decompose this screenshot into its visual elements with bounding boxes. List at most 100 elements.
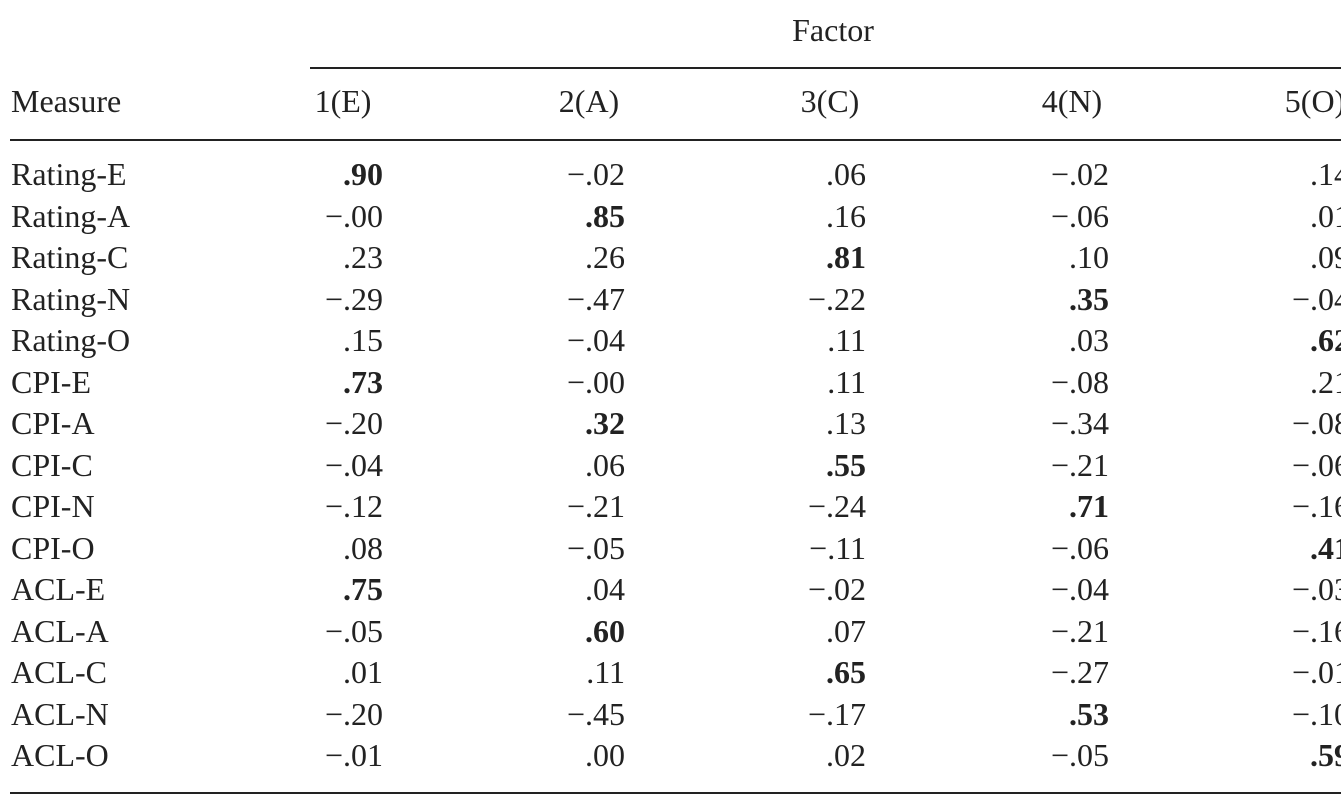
cell: −.00 bbox=[324, 197, 383, 234]
cell: .03 bbox=[1069, 322, 1109, 358]
cell: .00 bbox=[585, 737, 625, 773]
row-label: CPI-A bbox=[11, 405, 95, 441]
column-header: Measure bbox=[11, 83, 122, 119]
cell: .07 bbox=[826, 612, 866, 649]
cell: .09 bbox=[1310, 239, 1341, 275]
row-label: Rating-A bbox=[11, 197, 131, 234]
cell: .11 bbox=[586, 654, 625, 690]
cell: .23 bbox=[343, 239, 383, 275]
spanner-header: Factor bbox=[792, 12, 874, 48]
cell: .53 bbox=[1069, 695, 1109, 732]
cell: −.24 bbox=[807, 488, 866, 524]
cell: .06 bbox=[826, 156, 866, 192]
cell: .10 bbox=[1069, 239, 1109, 275]
cell: −.00 bbox=[566, 363, 625, 400]
row-label: CPI-C bbox=[11, 446, 93, 483]
cell: .11 bbox=[827, 363, 866, 400]
cell: −.11 bbox=[809, 529, 866, 566]
cell: .85 bbox=[585, 197, 625, 234]
cell: .73 bbox=[343, 363, 383, 400]
cell: .35 bbox=[1069, 280, 1109, 317]
cell: .14 bbox=[1310, 156, 1341, 192]
cell: −.20 bbox=[324, 695, 383, 732]
cell: −.05 bbox=[566, 529, 625, 566]
cell: .08 bbox=[343, 529, 383, 566]
cell: .11 bbox=[827, 322, 866, 358]
cell: .13 bbox=[826, 405, 866, 441]
row-label: ACL-O bbox=[11, 737, 109, 773]
cell: −.22 bbox=[807, 280, 866, 317]
cell: .41 bbox=[1310, 529, 1341, 566]
row-label: ACL-N bbox=[11, 695, 109, 732]
row-label: CPI-E bbox=[11, 363, 91, 400]
row-label: Rating-E bbox=[11, 156, 127, 192]
cell: .32 bbox=[585, 405, 625, 441]
cell: −.02 bbox=[1050, 156, 1109, 192]
cell: −.05 bbox=[324, 612, 383, 649]
row-label: CPI-O bbox=[11, 529, 95, 566]
cell: −.02 bbox=[807, 571, 866, 607]
row-label: ACL-C bbox=[11, 654, 107, 690]
row-label: ACL-A bbox=[11, 612, 109, 649]
cell: .06 bbox=[585, 446, 625, 483]
row-label: Rating-O bbox=[11, 322, 131, 358]
cell: −.04 bbox=[324, 446, 383, 483]
cell: −.12 bbox=[324, 488, 383, 524]
cell: .60 bbox=[585, 612, 625, 649]
cell: −.08 bbox=[1050, 363, 1109, 400]
header-rule bbox=[10, 139, 1341, 141]
cell: −.10 bbox=[1291, 695, 1341, 732]
cell: .65 bbox=[826, 654, 866, 690]
cell: .59 bbox=[1310, 737, 1341, 773]
column-header: 5(O) bbox=[1284, 83, 1341, 119]
cell: .02 bbox=[826, 737, 866, 773]
spanner-rule bbox=[310, 67, 1341, 69]
cell: −.45 bbox=[566, 695, 625, 732]
row-label: Rating-C bbox=[11, 239, 129, 275]
cell: −.05 bbox=[1050, 737, 1109, 773]
column-header: 2(A) bbox=[558, 83, 620, 119]
cell: .90 bbox=[343, 156, 383, 192]
cell: .21 bbox=[1310, 363, 1341, 400]
cell: .75 bbox=[343, 571, 383, 607]
row-label: Rating-N bbox=[11, 280, 131, 317]
cell: .01 bbox=[1310, 197, 1341, 234]
cell: −.29 bbox=[324, 280, 383, 317]
cell: .71 bbox=[1069, 488, 1109, 524]
cell: −.34 bbox=[1050, 405, 1109, 441]
cell: −.27 bbox=[1050, 654, 1109, 690]
cell: −.17 bbox=[807, 695, 866, 732]
column-header: 1(E) bbox=[314, 83, 372, 119]
cell: −.02 bbox=[566, 156, 625, 192]
cell: −.16 bbox=[1291, 488, 1341, 524]
cell: −.01 bbox=[1291, 654, 1341, 690]
cell: .04 bbox=[585, 571, 625, 607]
row-label: ACL-E bbox=[11, 571, 106, 607]
column-header: 3(C) bbox=[800, 83, 860, 119]
cell: −.21 bbox=[1050, 446, 1109, 483]
cell: −.04 bbox=[1050, 571, 1109, 607]
cell: −.06 bbox=[1050, 529, 1109, 566]
bottom-rule bbox=[10, 792, 1341, 794]
cell: −.08 bbox=[1291, 405, 1341, 441]
cell: −.04 bbox=[566, 322, 625, 358]
cell: −.21 bbox=[566, 488, 625, 524]
cell: −.20 bbox=[324, 405, 383, 441]
cell: −.06 bbox=[1291, 446, 1341, 483]
cell: .55 bbox=[826, 446, 866, 483]
cell: −.01 bbox=[324, 737, 383, 773]
cell: .16 bbox=[826, 197, 866, 234]
cell: −.04 bbox=[1291, 280, 1341, 317]
cell: −.16 bbox=[1291, 612, 1341, 649]
cell: −.06 bbox=[1050, 197, 1109, 234]
cell: .26 bbox=[585, 239, 625, 275]
cell: .01 bbox=[343, 654, 383, 690]
column-header: 4(N) bbox=[1041, 83, 1103, 119]
row-label: CPI-N bbox=[11, 488, 95, 524]
cell: .62 bbox=[1310, 322, 1341, 358]
cell: −.03 bbox=[1291, 571, 1341, 607]
cell: .81 bbox=[826, 239, 866, 275]
cell: −.47 bbox=[566, 280, 625, 317]
cell: −.21 bbox=[1050, 612, 1109, 649]
